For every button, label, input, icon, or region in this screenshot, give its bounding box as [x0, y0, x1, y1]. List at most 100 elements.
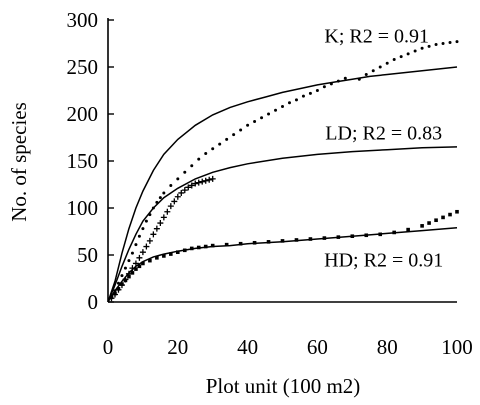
data-point [169, 183, 173, 187]
data-point [113, 291, 117, 296]
data-point [420, 46, 424, 50]
x-tick-label: 80 [377, 335, 398, 359]
data-point [224, 242, 229, 247]
data-point [162, 254, 166, 258]
series-annotation: K; R2 = 0.91 [324, 26, 429, 48]
data-point [204, 151, 208, 155]
data-point [455, 209, 459, 214]
fit-curve [107, 146, 458, 303]
y-tick-label: 200 [67, 102, 99, 126]
data-point [267, 112, 271, 116]
data-point [148, 258, 152, 263]
data-point [378, 65, 382, 69]
x-tick-label: 20 [167, 335, 188, 359]
data-point [371, 69, 375, 73]
data-point [448, 212, 452, 217]
data-point [120, 274, 124, 278]
data-point [167, 203, 174, 210]
data-point [192, 180, 199, 187]
y-tick-label: 300 [67, 8, 99, 32]
data-point [190, 164, 194, 168]
y-tick-label: 0 [88, 290, 99, 314]
data-point [199, 178, 206, 185]
y-ticks: 0 50 100 150 200 250 300 [67, 8, 114, 314]
data-point [169, 252, 173, 256]
x-tick-label: 40 [237, 335, 258, 359]
series-3 [107, 66, 458, 303]
data-point [185, 184, 192, 191]
data-point [218, 142, 222, 146]
data-point [232, 133, 236, 137]
data-point [164, 208, 171, 215]
data-point [210, 243, 215, 248]
data-point [176, 250, 180, 254]
data-point [146, 237, 153, 244]
data-point [209, 175, 216, 182]
data-point [322, 85, 326, 89]
data-point [183, 170, 187, 174]
y-tick-label: 150 [67, 149, 99, 173]
series-5 [107, 226, 458, 303]
y-tick-label: 50 [77, 243, 98, 267]
data-point [427, 221, 431, 225]
data-point [253, 120, 257, 124]
data-point [364, 73, 368, 77]
data-point [134, 243, 138, 247]
series-layer [107, 40, 459, 303]
data-point [448, 41, 452, 45]
data-point [197, 157, 201, 161]
data-point [150, 231, 157, 238]
data-point [287, 101, 291, 105]
data-point [127, 259, 131, 263]
data-point [136, 254, 143, 261]
y-tick-label: 100 [67, 196, 99, 220]
data-point [174, 193, 181, 200]
data-point [392, 57, 396, 61]
x-axis-label: Plot unit (100 m2) [206, 374, 361, 398]
fit-curve [107, 66, 458, 303]
data-point [206, 176, 213, 183]
data-point [130, 271, 135, 275]
data-point [178, 189, 185, 196]
x-ticks: 0 20 40 60 80 100 [103, 335, 473, 359]
data-point [143, 243, 150, 250]
data-point [195, 179, 202, 186]
data-point [441, 42, 445, 45]
data-point [123, 278, 128, 283]
x-tick-label: 100 [441, 335, 473, 359]
plot-area: 0 50 100 150 200 250 300 0 20 40 60 80 100 K; R2 = … [67, 8, 473, 359]
data-point [153, 225, 160, 232]
data-point [188, 182, 195, 189]
data-point [157, 220, 164, 227]
data-point [158, 196, 162, 200]
data-point [225, 137, 229, 141]
data-point [406, 52, 410, 56]
data-point [134, 267, 138, 271]
data-point [301, 94, 305, 98]
data-point [137, 234, 141, 238]
data-point [308, 91, 312, 95]
data-point [294, 98, 298, 102]
data-point [420, 224, 424, 228]
data-point [239, 128, 243, 132]
data-point [441, 215, 445, 220]
data-point [427, 44, 431, 48]
data-point [385, 61, 389, 65]
y-axis-label: No. of species [7, 102, 31, 222]
data-point [155, 256, 159, 260]
series-4 [107, 146, 458, 303]
series-annotation: LD; R2 = 0.83 [325, 122, 442, 144]
series-annotation: HD; R2 = 0.91 [324, 249, 443, 271]
y-tick-label: 250 [67, 55, 99, 79]
data-point [406, 227, 410, 232]
data-point [176, 177, 180, 181]
data-point [455, 40, 459, 44]
data-point [246, 123, 250, 127]
fit-curve [107, 226, 458, 303]
data-point [160, 214, 167, 221]
data-point [315, 89, 319, 92]
data-point [141, 227, 145, 231]
x-tick-label: 0 [103, 335, 114, 359]
data-point [116, 287, 121, 291]
